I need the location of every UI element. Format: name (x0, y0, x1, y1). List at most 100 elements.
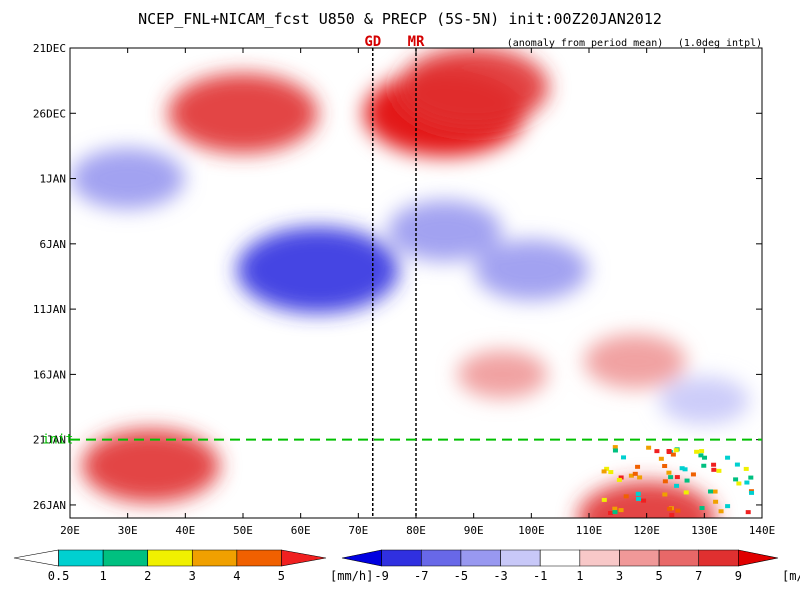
precip-cell-65 (749, 490, 755, 495)
cb2-swatch-1 (381, 549, 422, 567)
cb2-level-0: -9 (374, 569, 388, 583)
u850-blob-0 (168, 73, 318, 154)
chart-subtitle-left: (anomaly from period mean) (507, 38, 664, 49)
precip-cell-6 (684, 478, 690, 483)
cb1-level-5: 5 (278, 569, 285, 583)
u850-blob-4 (387, 200, 502, 262)
x-tick-label-12: 140E (749, 524, 776, 537)
precip-cell-63 (667, 506, 673, 511)
u850-blob-7 (584, 334, 687, 389)
cb2-level-5: 1 (576, 569, 583, 583)
precip-cell-21 (674, 475, 680, 480)
x-tick-label-3: 50E (233, 524, 253, 537)
cb2-swatch-8 (658, 549, 700, 567)
precip-cell-55 (675, 508, 681, 513)
precip-cell-15 (733, 477, 739, 482)
cb2-swatch-3 (460, 549, 501, 567)
precip-cell-46 (601, 497, 607, 502)
cb2-level-4: -1 (533, 569, 547, 583)
x-tick-label-10: 120E (633, 524, 660, 537)
u850-blob-8 (457, 350, 548, 399)
cb2-swatch-5 (539, 549, 581, 567)
cb1-swatch-3 (147, 549, 193, 567)
cb1-swatch-6 (281, 549, 327, 567)
x-axis: 20E 30E 40E 50E 60E 70E 80E 90E 100E 110E 120E 130E… (60, 48, 775, 537)
y-tick-label-7: 26JAN (33, 499, 66, 512)
precip-cell-41 (673, 448, 679, 453)
precip-cell-26 (712, 489, 718, 494)
y-axis: 21DEC 26DEC 1JAN 6JAN 11JAN 16JAN 21JAN 26JAN (33, 42, 762, 512)
u850-blob-9 (70, 148, 185, 209)
precip-cell-25 (745, 510, 751, 515)
precip-cell-9 (628, 473, 634, 478)
precip-cell-33 (670, 452, 676, 457)
precip-cell-1 (637, 475, 643, 480)
x-tick-label-5: 70E (348, 524, 368, 537)
x-tick-label-6: 80E (406, 524, 426, 537)
precip-cell-22 (668, 475, 674, 480)
cb1-swatch-5 (236, 549, 282, 567)
cb2-swatch-6 (579, 549, 620, 567)
precip-cell-42 (635, 464, 641, 469)
chart-subtitle-right: (1.0deg intpl) (678, 38, 762, 49)
x-tick-label-7: 90E (464, 524, 484, 537)
marker-label-0: GD (364, 34, 381, 50)
precip-cell-3 (662, 464, 668, 469)
precip-cell-39 (725, 504, 731, 509)
precip-cell-36 (699, 506, 705, 511)
y-tick-label-1: 26DEC (33, 107, 66, 120)
precip-cell-16 (690, 472, 696, 477)
precip-cell-7 (608, 511, 614, 516)
cb2-swatch-9 (698, 549, 739, 567)
y-tick-label-3: 6JAN (40, 238, 67, 251)
u850-blob-10 (659, 376, 750, 425)
precip-cell-60 (666, 449, 672, 454)
cb1-level-1: 1 (100, 569, 107, 583)
y-tick-label-0: 21DEC (33, 42, 66, 55)
cb2-swatch-0 (341, 549, 382, 567)
precip-cell-2 (612, 506, 618, 511)
precip-cell-12 (682, 467, 688, 472)
cb2-level-6: 3 (616, 569, 623, 583)
u850-blob-3 (236, 226, 399, 314)
y-tick-label-2: 1JAN (40, 173, 67, 186)
y-tick-label-4: 11JAN (33, 303, 66, 316)
x-tick-label-9: 110E (576, 524, 603, 537)
precip-cell-53 (736, 481, 742, 486)
precip-cell-35 (623, 494, 629, 499)
precip-cell-68 (744, 480, 750, 485)
precip-cell-52 (666, 470, 672, 475)
precip-cell-69 (658, 456, 664, 461)
x-tick-label-4: 60E (291, 524, 311, 537)
precip-field (601, 445, 755, 518)
y-tick-label-6: 21JAN (33, 434, 66, 447)
precip-cell-17 (698, 453, 704, 458)
cb2-swatch-2 (420, 549, 462, 567)
precip-cell-29 (711, 462, 717, 467)
cb2-unit: [m/s] (782, 569, 800, 583)
cb2-swatch-10 (738, 549, 779, 567)
precip-cell-66 (702, 455, 708, 460)
precip-cell-67 (679, 466, 685, 471)
precip-cell-64 (608, 470, 614, 475)
cb2-level-2: -5 (454, 569, 468, 583)
precip-cell-37 (725, 455, 731, 460)
precip-cell-61 (683, 490, 689, 495)
precip-cell-49 (654, 449, 660, 454)
precip-cell-13 (716, 468, 722, 473)
precip-cell-30 (601, 469, 607, 474)
cb2-level-7: 5 (655, 569, 662, 583)
marker-label-1: MR (408, 34, 425, 50)
u850-blob-5 (577, 481, 716, 518)
precip-cell-19 (662, 492, 668, 497)
cb1-level-4: 4 (233, 569, 240, 583)
precip-colorbar: 0.5 1 2 3 4 5 [mm/h] (13, 549, 373, 583)
precip-cell-44 (694, 449, 700, 454)
u850-blob-2 (398, 48, 549, 128)
cb2-level-8: 7 (695, 569, 702, 583)
u850-colorbar: -9 -7 -5 -3 -1 1 3 5 7 9 [m/s] (341, 549, 800, 583)
precip-cell-62 (713, 499, 719, 504)
u850-blob-6 (81, 428, 220, 503)
